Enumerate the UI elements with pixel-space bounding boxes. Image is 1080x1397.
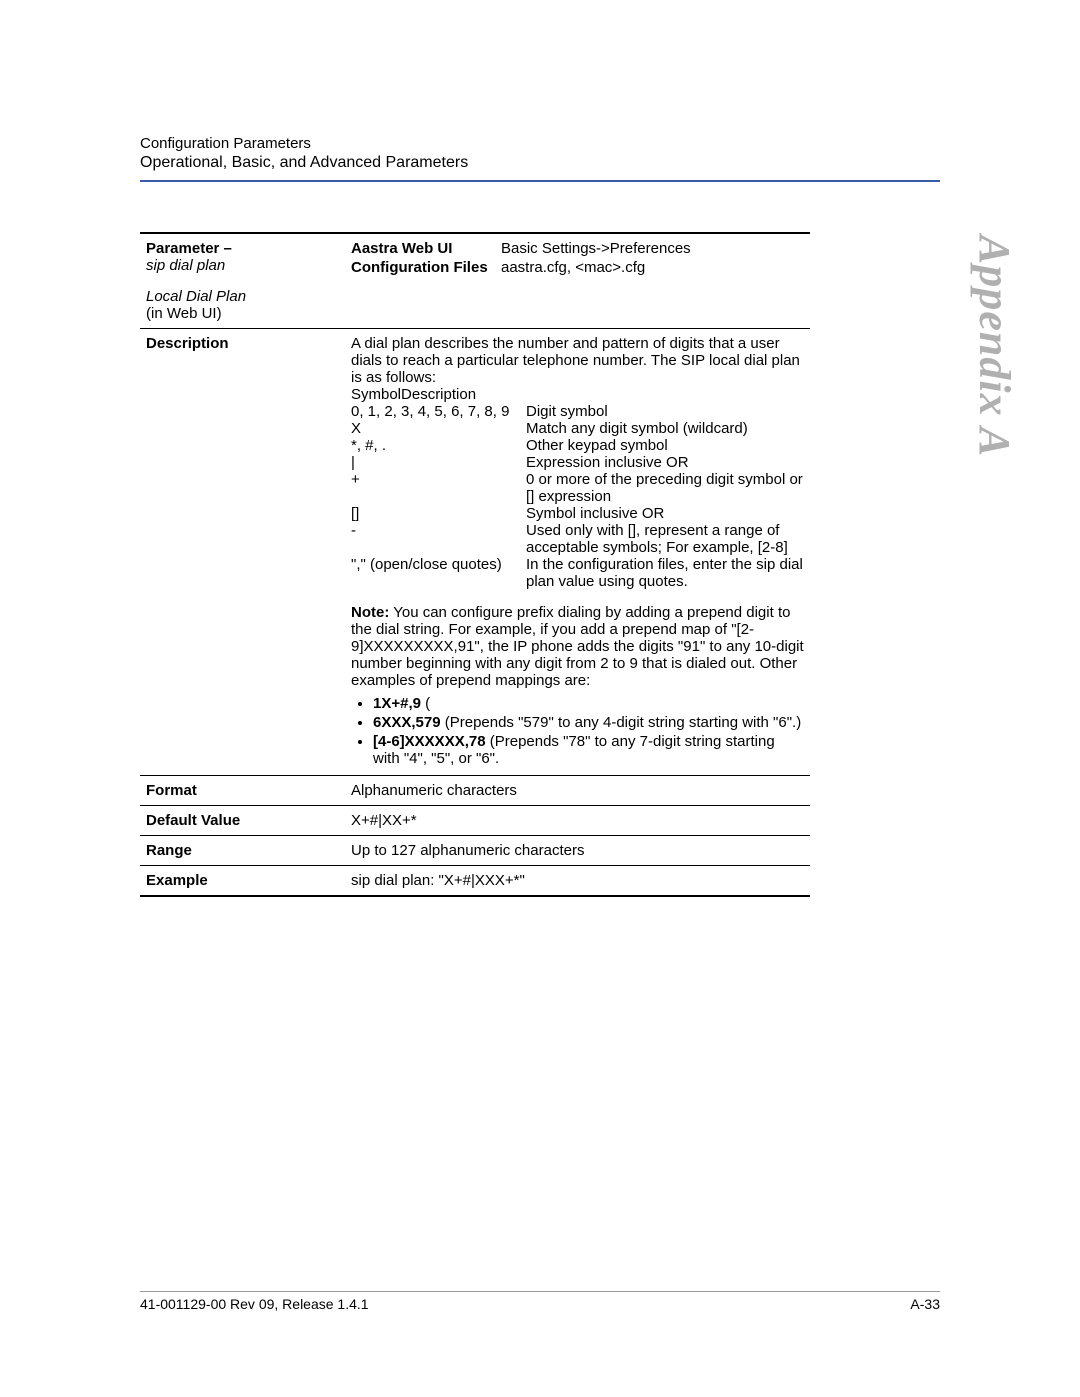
symbol-key: - xyxy=(351,522,526,556)
header-rule xyxy=(140,180,940,182)
symbol-key: X xyxy=(351,420,526,437)
row-parameter: Parameter – sip dial plan Local Dial Pla… xyxy=(140,233,810,329)
web-ui-label: Aastra Web UI xyxy=(351,240,501,257)
note-text: You can configure prefix dialing by addi… xyxy=(351,604,804,689)
symbol-desc: Other keypad symbol xyxy=(526,437,804,454)
symbol-row: "," (open/close quotes)In the configurat… xyxy=(351,556,804,590)
symbol-desc: 0 or more of the preceding digit symbol … xyxy=(526,471,804,505)
desc-note: Note: You can configure prefix dialing b… xyxy=(351,604,804,689)
format-label: Format xyxy=(140,776,345,806)
range-value: Up to 127 alphanumeric characters xyxy=(345,836,810,866)
symbol-desc: In the configuration files, enter the si… xyxy=(526,556,804,590)
symbol-key: 0, 1, 2, 3, 4, 5, 6, 7, 8, 9 xyxy=(351,403,526,420)
symbol-desc: Symbol inclusive OR xyxy=(526,505,804,522)
web-ui-value: Basic Settings->Preferences xyxy=(501,240,804,257)
header-line1: Configuration Parameters xyxy=(140,135,940,152)
row-description: Description A dial plan describes the nu… xyxy=(140,329,810,776)
symbol-desc: Digit symbol xyxy=(526,403,804,420)
row-range: Range Up to 127 alphanumeric characters xyxy=(140,836,810,866)
bullet-item: 6XXX,579 (Prepends "579" to any 4-digit … xyxy=(373,714,804,731)
bullet-item: 1X+#,9 ( xyxy=(373,695,804,712)
symbol-row: *, #, .Other keypad symbol xyxy=(351,437,804,454)
bullet-bold: 6XXX,579 xyxy=(373,714,441,731)
prepend-bullets: 1X+#,9 (6XXX,579 (Prepends "579" to any … xyxy=(351,695,804,767)
bullet-bold: [4-6]XXXXXX,78 xyxy=(373,733,486,750)
symbol-key: [] xyxy=(351,505,526,522)
appendix-label: Appendix A xyxy=(969,235,1020,457)
default-label: Default Value xyxy=(140,806,345,836)
symbol-key: + xyxy=(351,471,526,505)
footer-right: A-33 xyxy=(910,1296,940,1312)
description-label: Description xyxy=(140,329,345,776)
symbol-key: *, #, . xyxy=(351,437,526,454)
symbol-row: []Symbol inclusive OR xyxy=(351,505,804,522)
symbol-row: +0 or more of the preceding digit symbol… xyxy=(351,471,804,505)
parameter-table: Parameter – sip dial plan Local Dial Pla… xyxy=(140,232,810,897)
desc-symheader: SymbolDescription xyxy=(351,386,804,403)
symbol-row: 0, 1, 2, 3, 4, 5, 6, 7, 8, 9Digit symbol xyxy=(351,403,804,420)
param-label: Parameter – xyxy=(146,240,232,257)
local-dial-label: Local Dial Plan xyxy=(146,288,339,305)
row-default: Default Value X+#|XX+* xyxy=(140,806,810,836)
example-label: Example xyxy=(140,866,345,897)
symbol-list: 0, 1, 2, 3, 4, 5, 6, 7, 8, 9Digit symbol… xyxy=(351,403,804,590)
note-label: Note: xyxy=(351,604,389,621)
row-format: Format Alphanumeric characters xyxy=(140,776,810,806)
cfg-files-label: Configuration Files xyxy=(351,259,501,276)
symbol-key: "," (open/close quotes) xyxy=(351,556,526,590)
range-label: Range xyxy=(140,836,345,866)
footer-left: 41-001129-00 Rev 09, Release 1.4.1 xyxy=(140,1296,369,1312)
symbol-desc: Expression inclusive OR xyxy=(526,454,804,471)
symbol-key: | xyxy=(351,454,526,471)
format-value: Alphanumeric characters xyxy=(345,776,810,806)
default-value: X+#|XX+* xyxy=(345,806,810,836)
page-content: Configuration Parameters Operational, Ba… xyxy=(0,0,1080,897)
desc-intro: A dial plan describes the number and pat… xyxy=(351,335,804,386)
header-line2: Operational, Basic, and Advanced Paramet… xyxy=(140,154,940,172)
bullet-text: (Prepends "579" to any 4-digit string st… xyxy=(441,714,802,731)
symbol-row: -Used only with [], represent a range of… xyxy=(351,522,804,556)
example-value: sip dial plan: "X+#|XXX+*" xyxy=(345,866,810,897)
symbol-desc: Used only with [], represent a range of … xyxy=(526,522,804,556)
symbol-desc: Match any digit symbol (wildcard) xyxy=(526,420,804,437)
bullet-bold: 1X+#,9 xyxy=(373,695,421,712)
bullet-text: ( xyxy=(421,695,430,712)
page-footer: 41-001129-00 Rev 09, Release 1.4.1 A-33 xyxy=(140,1291,940,1312)
cfg-files-value: aastra.cfg, <mac>.cfg xyxy=(501,259,804,276)
param-name: sip dial plan xyxy=(146,257,339,274)
row-example: Example sip dial plan: "X+#|XXX+*" xyxy=(140,866,810,897)
local-dial-note: (in Web UI) xyxy=(146,305,339,322)
symbol-row: |Expression inclusive OR xyxy=(351,454,804,471)
bullet-item: [4-6]XXXXXX,78 (Prepends "78" to any 7-d… xyxy=(373,733,804,767)
symbol-row: XMatch any digit symbol (wildcard) xyxy=(351,420,804,437)
